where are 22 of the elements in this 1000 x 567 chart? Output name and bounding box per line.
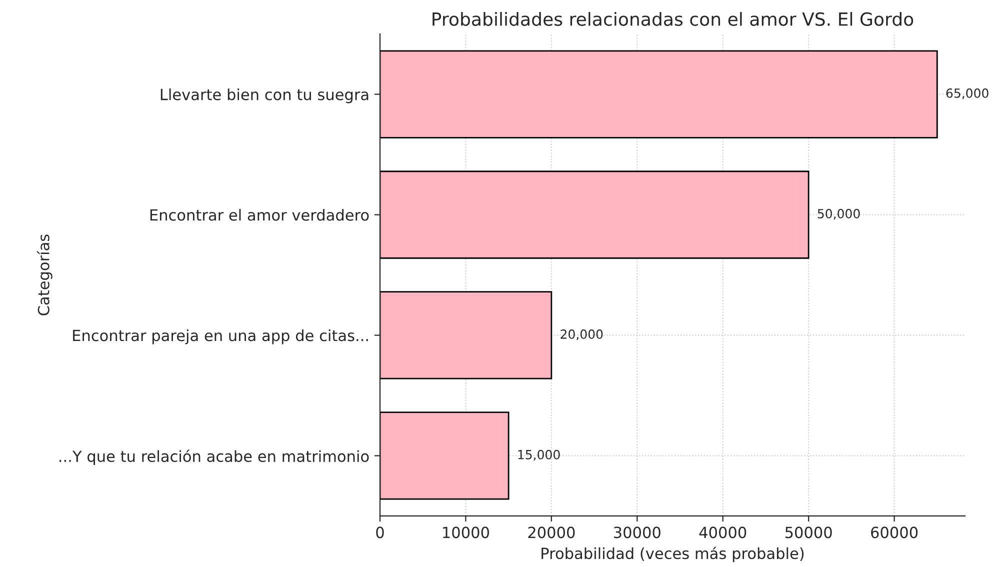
x-tick-label: 50000 <box>785 526 832 538</box>
bar <box>380 50 938 138</box>
y-tick-label: Encontrar pareja en una app de citas... <box>73 329 368 344</box>
y-tick-label: Encontrar el amor verdadero <box>150 208 369 221</box>
bar <box>380 291 552 380</box>
x-axis-title: Probabilidad (veces más probable) <box>542 546 804 562</box>
data-label: 20,000 <box>560 329 603 340</box>
y-tick-label: ...Y que tu relación acabe en matrimonio <box>60 450 369 466</box>
data-label: 15,000 <box>518 450 560 461</box>
bar <box>380 412 510 500</box>
x-tick-label: 60000 <box>871 526 918 538</box>
x-tick-label: 30000 <box>614 526 660 538</box>
x-tick-label: 40000 <box>699 526 746 538</box>
x-tick-label: 10000 <box>443 526 489 538</box>
data-label: 65,000 <box>946 88 988 100</box>
y-tick-label: Llevarte bien con tu suegra <box>160 88 368 104</box>
data-label: 50,000 <box>818 208 860 220</box>
x-tick-label: 20000 <box>528 526 575 538</box>
y-axis-title: Categorías <box>36 234 52 316</box>
bar <box>380 170 810 259</box>
x-tick-label: 0 <box>376 526 384 538</box>
chart-title: Probabilidades relacionadas con el amor VS. El Gordo <box>432 12 914 26</box>
